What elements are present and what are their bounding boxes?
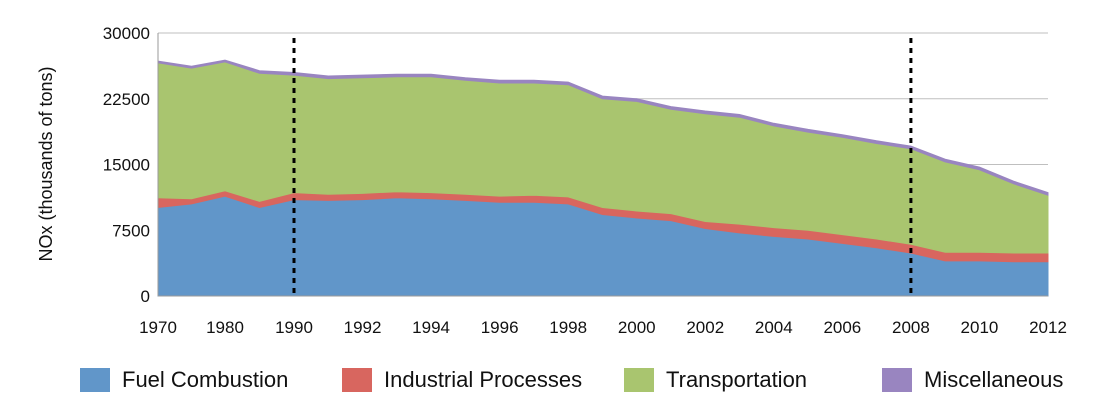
x-tick-label: 2010 bbox=[961, 318, 999, 337]
y-axis-label: NOx (thousands of tons) bbox=[36, 66, 56, 261]
x-tick-label: 1970 bbox=[139, 318, 177, 337]
legend-item-fuel-combustion: Fuel Combustion bbox=[80, 360, 288, 400]
y-tick-labels: 0 7500 15000 22500 30000 bbox=[103, 24, 150, 306]
x-tick-label: 1996 bbox=[481, 318, 519, 337]
x-tick-label: 2012 bbox=[1029, 318, 1067, 337]
legend-label: Miscellaneous bbox=[924, 367, 1064, 392]
x-tick-label: 2004 bbox=[755, 318, 793, 337]
legend-item-transportation: Transportation bbox=[624, 360, 807, 400]
reference-lines bbox=[292, 38, 913, 296]
x-tick-label: 1994 bbox=[412, 318, 450, 337]
axes bbox=[157, 33, 1048, 297]
area-series bbox=[157, 59, 1049, 297]
x-tick-label: 2008 bbox=[892, 318, 930, 337]
x-tick-label: 2006 bbox=[823, 318, 861, 337]
x-tick-label: 2000 bbox=[618, 318, 656, 337]
legend-item-miscellaneous: Miscellaneous bbox=[882, 360, 1063, 400]
legend-swatch bbox=[342, 368, 372, 392]
legend-label: Fuel Combustion bbox=[122, 367, 289, 392]
x-tick-labels: 1970 1980 1990 1992 1994 1996 1998 2000 2002 2004… bbox=[139, 318, 1067, 337]
legend-swatch bbox=[80, 368, 110, 392]
x-tick-label: 1980 bbox=[206, 318, 244, 337]
y-tick-label: 30000 bbox=[103, 24, 150, 43]
y-tick-label: 22500 bbox=[103, 90, 150, 109]
x-tick-label: 2002 bbox=[686, 318, 724, 337]
legend: Fuel Combustion Industrial Processes Trans… bbox=[0, 360, 1110, 400]
y-tick-label: 0 bbox=[141, 287, 150, 306]
x-tick-label: 1990 bbox=[275, 318, 313, 337]
legend-label: Transportation bbox=[666, 367, 808, 392]
y-tick-label: 15000 bbox=[103, 156, 150, 175]
y-tick-label: 7500 bbox=[112, 221, 150, 240]
legend-label: Industrial Processes bbox=[384, 367, 583, 392]
nox-area-chart: 0 7500 15000 22500 30000 1970 1980 1990 1992 199… bbox=[36, 24, 1067, 337]
legend-swatch bbox=[624, 368, 654, 392]
legend-swatch bbox=[882, 368, 912, 392]
area-miscellaneous bbox=[157, 59, 1049, 196]
legend-item-industrial-processes: Industrial Processes bbox=[342, 360, 582, 400]
x-tick-label: 1998 bbox=[549, 318, 587, 337]
x-tick-label: 1992 bbox=[344, 318, 382, 337]
